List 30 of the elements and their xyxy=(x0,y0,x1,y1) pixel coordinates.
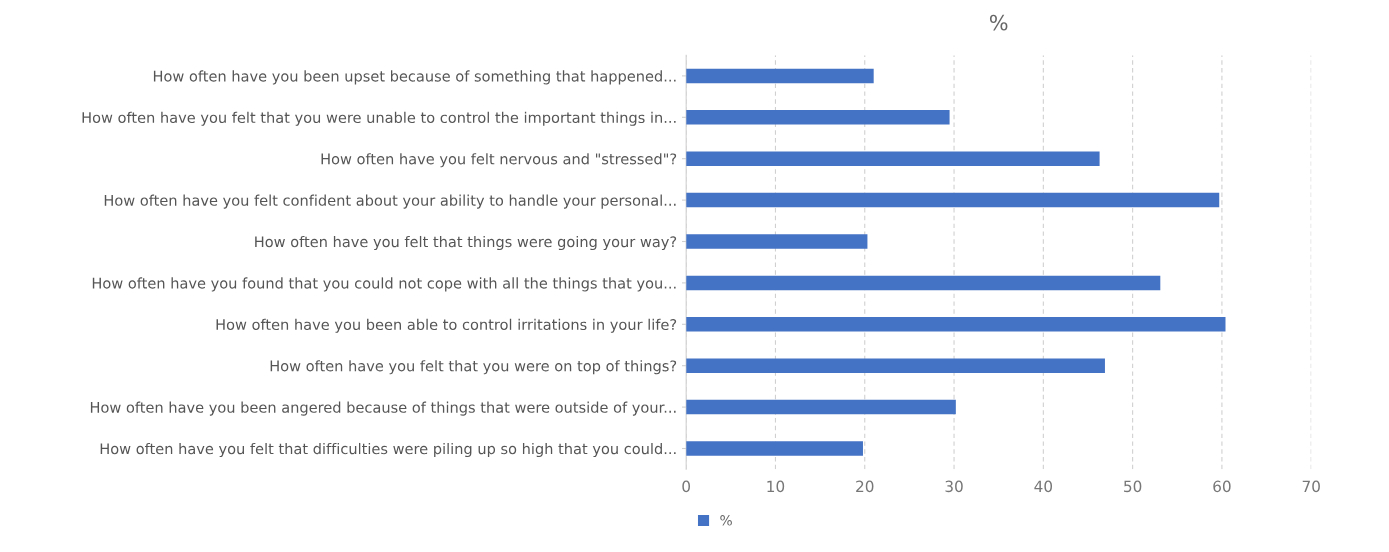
bar xyxy=(686,317,1226,332)
bar xyxy=(686,151,1100,166)
x-tick-label: 30 xyxy=(945,480,963,493)
y-tick-label: How often have you felt that difficulties were piling up so high that you could... xyxy=(100,442,676,458)
y-tick-label: How often have you felt that things were going your way? xyxy=(255,235,677,251)
bar xyxy=(686,192,1220,208)
bar xyxy=(686,234,868,249)
bar xyxy=(686,358,1105,373)
bar xyxy=(686,110,950,125)
x-tick-label: 0 xyxy=(682,480,691,493)
x-tick-label: 20 xyxy=(856,480,874,493)
x-tick-label: 60 xyxy=(1213,480,1231,493)
bar xyxy=(686,275,1161,291)
x-tick-label: 70 xyxy=(1302,480,1320,493)
y-tick-label: How often have you been angered because of things that were outside of your... xyxy=(90,401,676,416)
y-tick-label: How often have you found that you could not cope with all the things that you... xyxy=(92,277,676,292)
bar xyxy=(686,399,956,415)
bar xyxy=(686,441,863,456)
chart-title: % xyxy=(989,14,1008,31)
bar xyxy=(686,68,874,84)
y-tick-label: How often have you felt that you were on top of things? xyxy=(270,360,677,375)
y-tick-label: How often have you been upset because of something that happened... xyxy=(153,70,676,85)
legend-label: % xyxy=(720,515,732,526)
y-tick-label: How often have you felt nervous and "stressed"? xyxy=(321,153,677,168)
y-tick-label: How often have you been able to control irritations in your life? xyxy=(216,318,677,333)
x-tick-label: 10 xyxy=(767,480,785,493)
y-tick-label: How often have you felt confident about your ability to handle your personal... xyxy=(104,194,676,209)
x-tick-label: 50 xyxy=(1124,480,1142,493)
y-tick-label: How often have you felt that you were unable to control the important things in... xyxy=(82,111,676,126)
x-tick-label: 40 xyxy=(1034,480,1053,493)
